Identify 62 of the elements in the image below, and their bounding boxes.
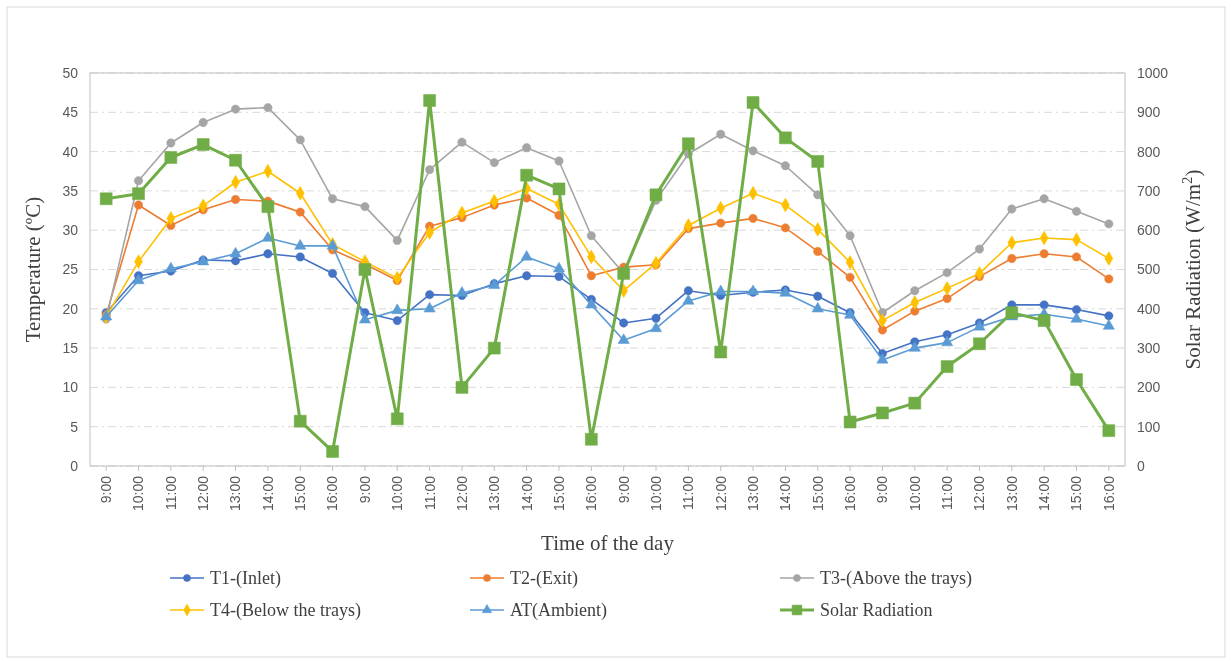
x-tick-label: 16:00 — [583, 475, 600, 512]
x-tick-label: 9:00 — [356, 475, 373, 504]
y-axis-title: Temperature (ºC) — [21, 196, 45, 343]
y-tick-label: 20 — [62, 300, 79, 317]
x-tick-label: 15:00 — [292, 475, 309, 512]
legend-label: T3-(Above the trays) — [820, 568, 972, 590]
y2-tick-label: 700 — [1137, 182, 1161, 199]
legend-label: T4-(Below the trays) — [210, 600, 361, 622]
x-tick-label: 14:00 — [259, 475, 276, 512]
x-tick-label: 10:00 — [906, 475, 923, 512]
x-tick-label: 9:00 — [98, 475, 115, 504]
x-tick-label: 10:00 — [389, 475, 406, 512]
x-tick-label: 14:00 — [518, 475, 535, 512]
x-tick-label: 15:00 — [1068, 475, 1085, 512]
y2-tick-label: 300 — [1137, 340, 1161, 356]
y2-tick-label: 1000 — [1137, 64, 1169, 81]
y-tick-label: 30 — [62, 222, 79, 239]
y-tick-label: 45 — [62, 104, 79, 121]
x-tick-label: 16:00 — [324, 475, 341, 512]
legend-label: T1-(Inlet) — [210, 568, 281, 590]
x-tick-label: 13:00 — [744, 475, 761, 512]
x-tick-label: 11:00 — [939, 475, 956, 510]
y2-tick-label: 800 — [1137, 143, 1161, 160]
x-tick-label: 9:00 — [874, 475, 891, 504]
x-tick-label: 14:00 — [1036, 475, 1053, 512]
y-tick-label: 25 — [62, 261, 79, 278]
legend-label: AT(Ambient) — [510, 600, 607, 622]
x-tick-label: 15:00 — [550, 475, 567, 512]
x-tick-label: 13:00 — [227, 475, 244, 512]
x-tick-label: 11:00 — [421, 475, 438, 510]
y2-tick-label: 600 — [1137, 222, 1161, 239]
y2-tick-label: 200 — [1137, 379, 1161, 396]
y-tick-label: 15 — [62, 340, 79, 356]
y-tick-label: 0 — [70, 457, 79, 474]
x-tick-label: 13:00 — [486, 475, 503, 512]
y2-tick-label: 400 — [1137, 300, 1161, 317]
x-tick-label: 11:00 — [680, 475, 697, 510]
legend-label: Solar Radiation — [820, 600, 933, 621]
y-tick-label: 35 — [62, 182, 79, 199]
y-tick-label: 50 — [62, 64, 79, 81]
y-tick-label: 40 — [62, 143, 79, 160]
legend-label: T2-(Exit) — [510, 568, 578, 590]
x-tick-label: 12:00 — [453, 475, 470, 512]
x-tick-label: 16:00 — [1100, 475, 1117, 512]
x-axis-title: Time of the day — [541, 531, 675, 555]
x-tick-label: 13:00 — [1003, 475, 1020, 512]
x-tick-label: 11:00 — [162, 475, 179, 510]
x-tick-label: 9:00 — [615, 475, 632, 504]
x-tick-label: 10:00 — [130, 475, 147, 512]
x-tick-label: 12:00 — [971, 475, 988, 512]
y2-tick-label: 0 — [1137, 457, 1145, 474]
y-tick-label: 10 — [62, 379, 79, 396]
y2-tick-label: 900 — [1137, 104, 1161, 121]
x-tick-label: 12:00 — [195, 475, 212, 512]
x-tick-label: 10:00 — [647, 475, 664, 512]
y2-tick-label: 100 — [1137, 418, 1161, 435]
x-tick-label: 12:00 — [712, 475, 729, 512]
x-tick-label: 14:00 — [777, 475, 794, 512]
x-tick-label: 16:00 — [841, 475, 858, 512]
y2-tick-label: 500 — [1137, 261, 1161, 278]
y-tick-label: 5 — [70, 418, 79, 435]
x-tick-label: 15:00 — [809, 475, 826, 512]
